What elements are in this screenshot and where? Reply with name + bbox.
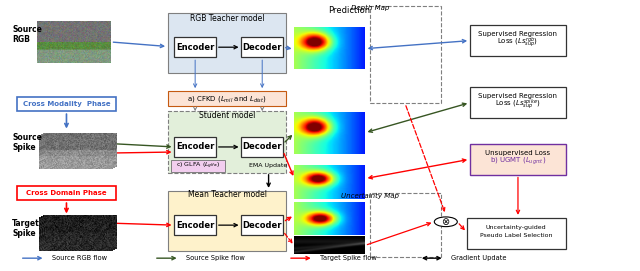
FancyBboxPatch shape [168,13,286,73]
Text: Encoder: Encoder [176,43,214,52]
FancyBboxPatch shape [174,137,216,157]
Text: Supervised Regression: Supervised Regression [479,93,557,99]
Text: Unsupervised Loss: Unsupervised Loss [485,150,550,156]
FancyBboxPatch shape [17,186,116,200]
Text: Source RGB flow: Source RGB flow [52,255,107,261]
FancyBboxPatch shape [174,37,216,57]
FancyBboxPatch shape [241,137,283,157]
Text: Depth Map: Depth Map [351,5,389,11]
Text: Uncertainty Map: Uncertainty Map [341,193,399,199]
FancyBboxPatch shape [168,91,286,106]
Text: Source Spike flow: Source Spike flow [186,255,244,261]
FancyBboxPatch shape [17,97,116,111]
Text: Cross Domain Phase: Cross Domain Phase [26,190,107,196]
FancyBboxPatch shape [470,25,566,56]
Text: Source
Spike: Source Spike [12,133,42,152]
Text: Encoder: Encoder [176,143,214,151]
Text: Loss ($Ls^{rgb}_{sup}$): Loss ($Ls^{rgb}_{sup}$) [497,36,538,50]
Text: Supervised Regression: Supervised Regression [479,31,557,37]
Text: Decoder: Decoder [243,143,282,151]
Circle shape [435,217,458,227]
FancyBboxPatch shape [174,215,216,235]
Text: Target
Spike: Target Spike [12,219,40,238]
Text: Decoder: Decoder [243,221,282,230]
Text: $\otimes$: $\otimes$ [441,216,451,227]
FancyBboxPatch shape [241,215,283,235]
Text: b) UGMT ($L_{ugmt}$): b) UGMT ($L_{ugmt}$) [490,156,546,167]
Text: Student model: Student model [199,111,255,120]
Text: Loss ($Ls^{spike}_{sup}$): Loss ($Ls^{spike}_{sup}$) [495,98,541,112]
Text: Encoder: Encoder [176,221,214,230]
Text: Prediction: Prediction [328,6,370,15]
FancyBboxPatch shape [172,160,225,172]
Text: EMA Update: EMA Update [244,163,287,169]
FancyBboxPatch shape [467,218,566,249]
Text: Mean Teacher model: Mean Teacher model [188,190,267,199]
Text: Cross Modality  Phase: Cross Modality Phase [22,101,110,107]
Text: Uncertainty-guided: Uncertainty-guided [486,225,547,230]
Text: Decoder: Decoder [243,43,282,52]
FancyBboxPatch shape [241,37,283,57]
FancyBboxPatch shape [168,111,286,173]
FancyBboxPatch shape [168,191,286,251]
Text: RGB Teacher model: RGB Teacher model [190,14,264,23]
Text: Pseudo Label Selection: Pseudo Label Selection [480,233,552,238]
Text: Gradient Update: Gradient Update [451,255,506,261]
Text: Source
RGB: Source RGB [12,25,42,44]
Text: a) CFKD ($L_{mil}$ and $L_{dist}$): a) CFKD ($L_{mil}$ and $L_{dist}$) [188,93,267,104]
Text: c) GLFA ($L_{glfa}$): c) GLFA ($L_{glfa}$) [176,161,220,171]
FancyBboxPatch shape [470,144,566,175]
Text: Target Spike flow: Target Spike flow [320,255,377,261]
FancyBboxPatch shape [470,87,566,118]
